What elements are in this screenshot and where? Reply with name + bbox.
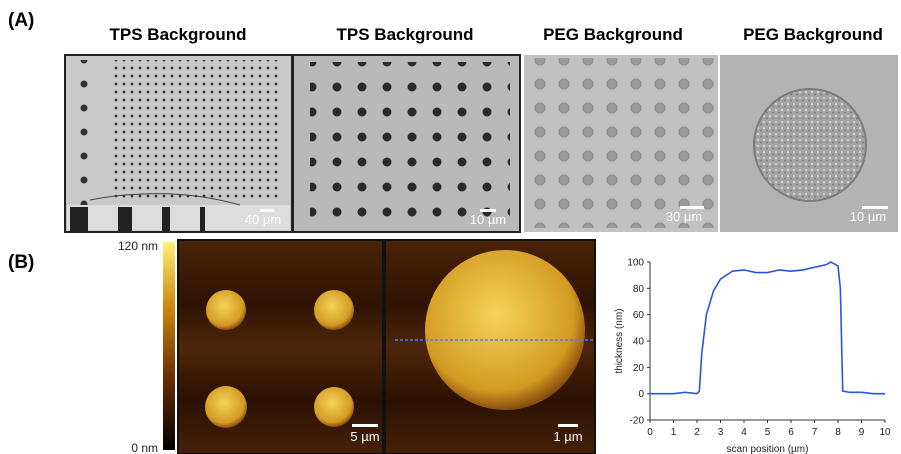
x-tick-label: 9 (859, 427, 865, 438)
afm-image: 5 µm (178, 240, 383, 454)
afm-image: 1 µm (385, 240, 595, 454)
x-tick-label: 1 (671, 427, 677, 438)
panel-label: (B) (8, 252, 34, 273)
scale-label: 10 µm (850, 209, 886, 224)
y-tick-label: 100 (627, 258, 644, 269)
y-tick-label: -20 (630, 416, 645, 427)
scale-label: 10 µm (470, 212, 506, 227)
figure: (A) TPS Background TPS Background PEG Ba… (0, 0, 901, 454)
data-line (650, 262, 885, 394)
y-tick-label: 80 (633, 284, 645, 295)
image-title: TPS Background (110, 25, 247, 44)
micrograph: 10 µm (293, 55, 520, 232)
x-tick-label: 6 (788, 427, 794, 438)
micrograph: 10 µm (720, 55, 898, 232)
y-tick-label: 60 (633, 310, 645, 321)
colorbar-label: 0 nm (131, 441, 158, 454)
micrograph: 40 µm (65, 55, 292, 232)
x-axis-label: scan position (µm) (727, 444, 809, 454)
scale-label: 40 µm (245, 212, 281, 227)
x-tick-label: 4 (741, 427, 747, 438)
colorbar (163, 242, 175, 450)
x-tick-label: 2 (694, 427, 700, 438)
x-tick-label: 10 (879, 427, 891, 438)
x-tick-label: 3 (718, 427, 724, 438)
colorbar-label: 120 nm (118, 239, 158, 253)
image-title: PEG Background (743, 25, 883, 44)
image-title: PEG Background (543, 25, 683, 44)
image-title: TPS Background (337, 25, 474, 44)
micrograph: 30 µm (524, 55, 718, 232)
panel-label: (A) (8, 10, 34, 31)
x-tick-label: 8 (835, 427, 841, 438)
y-axis-label: thickness (nm) (614, 308, 625, 373)
x-tick-label: 7 (812, 427, 818, 438)
scale-label: 30 µm (666, 209, 702, 224)
y-tick-label: 0 (638, 389, 644, 400)
x-tick-label: 0 (647, 427, 653, 438)
scale-label: 1 µm (553, 429, 582, 444)
y-tick-label: 40 (633, 337, 645, 348)
x-tick-label: 5 (765, 427, 771, 438)
scale-label: 5 µm (350, 429, 379, 444)
y-tick-label: 20 (633, 363, 645, 374)
